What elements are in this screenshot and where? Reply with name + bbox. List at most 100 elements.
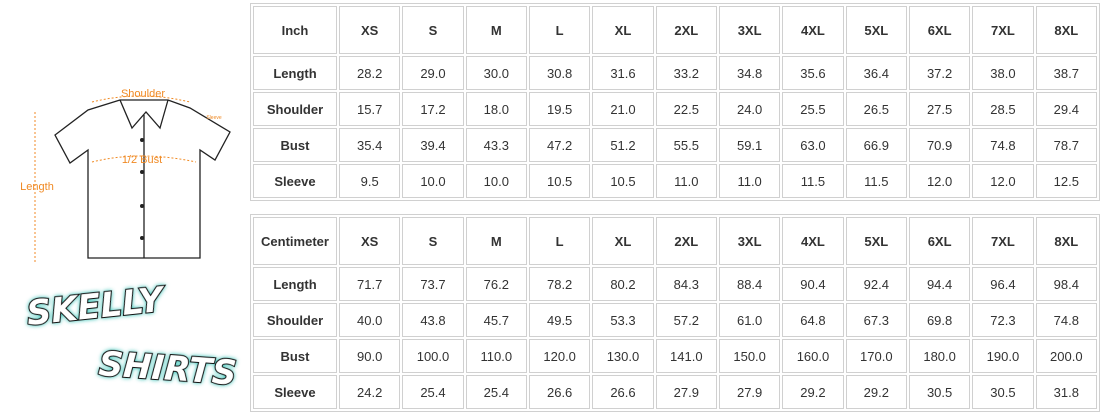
cell: 73.7 — [402, 267, 464, 301]
cell: 69.8 — [908, 303, 971, 337]
cell: 6XL — [908, 217, 971, 265]
cell: 53.3 — [592, 303, 654, 337]
row-label: Sleeve — [253, 164, 337, 198]
cell: 63.0 — [782, 128, 844, 162]
cell: 28.5 — [972, 92, 1034, 126]
cell: 12.0 — [972, 164, 1034, 198]
cell: 51.2 — [592, 128, 654, 162]
cell: 55.5 — [655, 128, 717, 162]
cell: 80.2 — [592, 267, 654, 301]
cell: 45.7 — [465, 303, 527, 337]
cell: 94.4 — [908, 267, 971, 301]
cell: 26.6 — [528, 375, 591, 409]
table-row: Length 28.2 29.0 30.0 30.8 31.6 33.2 34.8 35.6 36… — [253, 56, 1097, 90]
cell: 11.5 — [782, 164, 844, 198]
cell: 67.3 — [845, 303, 907, 337]
cell: 43.8 — [402, 303, 464, 337]
cell: 98.4 — [1035, 267, 1097, 301]
cell: 29.2 — [845, 375, 907, 409]
cell: 31.6 — [592, 56, 654, 90]
table-row: Bust 90.0 100.0 110.0 120.0 130.0 141.0 150.0 16… — [253, 339, 1097, 373]
cell: 31.8 — [1035, 375, 1097, 409]
cell: 3XL — [718, 6, 781, 54]
row-label: Shoulder — [253, 303, 337, 337]
cell: 88.4 — [718, 267, 781, 301]
cell: M — [465, 6, 527, 54]
inch-table: Inch XS S M L XL 2XL 3XL 4XL 5XL 6XL 7XL 8XL Length 28… — [250, 3, 1100, 201]
cell: M — [465, 217, 527, 265]
cell: 12.0 — [908, 164, 971, 198]
table-row: Bust 35.4 39.4 43.3 47.2 51.2 55.5 59.1 63.0 66.9… — [253, 128, 1097, 162]
cell: 8XL — [1035, 217, 1097, 265]
cell: 11.5 — [845, 164, 907, 198]
cell: 26.5 — [845, 92, 907, 126]
cell: S — [402, 217, 464, 265]
cell: 38.7 — [1035, 56, 1097, 90]
table-row: Shoulder 15.7 17.2 18.0 19.5 21.0 22.5 24.0 25.5… — [253, 92, 1097, 126]
cell: 190.0 — [972, 339, 1034, 373]
cell: 59.1 — [718, 128, 781, 162]
cell: 27.9 — [718, 375, 781, 409]
cell: 7XL — [972, 6, 1034, 54]
cell: 36.4 — [845, 56, 907, 90]
cell: XS — [339, 217, 401, 265]
cell: L — [528, 217, 591, 265]
cell: 170.0 — [845, 339, 907, 373]
cell: 74.8 — [1035, 303, 1097, 337]
row-label: Length — [253, 267, 337, 301]
cell: 37.2 — [908, 56, 971, 90]
cell: 27.9 — [655, 375, 717, 409]
cell: 2XL — [655, 6, 717, 54]
cell: 19.5 — [528, 92, 591, 126]
cell: 5XL — [845, 217, 907, 265]
cell: 84.3 — [655, 267, 717, 301]
cell: 25.4 — [465, 375, 527, 409]
length-label: Length — [20, 181, 54, 193]
cell: 110.0 — [465, 339, 527, 373]
cell: 7XL — [972, 217, 1034, 265]
cell: 27.5 — [908, 92, 971, 126]
cell: 90.4 — [782, 267, 844, 301]
cm-table: Centimeter XS S M L XL 2XL 3XL 4XL 5XL 6XL 7XL 8XL Le… — [250, 214, 1100, 412]
logo-line2: SHIRTS — [97, 344, 237, 394]
cell: 34.8 — [718, 56, 781, 90]
row-label: Length — [253, 56, 337, 90]
cell: 78.7 — [1035, 128, 1097, 162]
cell: S — [402, 6, 464, 54]
row-label: Bust — [253, 128, 337, 162]
cell: 39.4 — [402, 128, 464, 162]
cell: 40.0 — [339, 303, 401, 337]
cell: 49.5 — [528, 303, 591, 337]
cell: 3XL — [718, 217, 781, 265]
cell: 90.0 — [339, 339, 401, 373]
cell: 57.2 — [655, 303, 717, 337]
cell: 12.5 — [1035, 164, 1097, 198]
cell: 61.0 — [718, 303, 781, 337]
cell: 72.3 — [972, 303, 1034, 337]
bust-label: 1/2 Bust — [122, 154, 162, 166]
cell: 15.7 — [339, 92, 401, 126]
cell: 43.3 — [465, 128, 527, 162]
cell: 96.4 — [972, 267, 1034, 301]
cell: 29.0 — [402, 56, 464, 90]
cell: 76.2 — [465, 267, 527, 301]
cell: 5XL — [845, 6, 907, 54]
cell: 100.0 — [402, 339, 464, 373]
cell: XS — [339, 6, 401, 54]
sleeve-label: Sleeve — [206, 115, 222, 121]
cell: 30.8 — [528, 56, 591, 90]
cell: 47.2 — [528, 128, 591, 162]
cell: 11.0 — [655, 164, 717, 198]
cell: 30.5 — [908, 375, 971, 409]
cell: 160.0 — [782, 339, 844, 373]
cell: 74.8 — [972, 128, 1034, 162]
cell: 28.2 — [339, 56, 401, 90]
table-row: Shoulder 40.0 43.8 45.7 49.5 53.3 57.2 61.0 64.8… — [253, 303, 1097, 337]
table-row: Sleeve 9.5 10.0 10.0 10.5 10.5 11.0 11.0 11.5 11.… — [253, 164, 1097, 198]
cell: 180.0 — [908, 339, 971, 373]
cell: 4XL — [782, 6, 844, 54]
cell: 9.5 — [339, 164, 401, 198]
cell: 6XL — [908, 6, 971, 54]
cell: 70.9 — [908, 128, 971, 162]
